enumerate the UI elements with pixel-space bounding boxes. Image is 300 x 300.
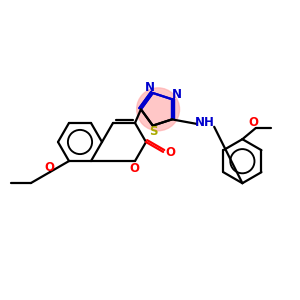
Text: S: S [149,125,158,138]
Text: O: O [129,162,139,175]
Text: O: O [249,116,259,129]
Text: NH: NH [195,116,215,129]
Text: N: N [145,82,155,94]
Text: N: N [172,88,182,101]
Text: O: O [165,146,175,159]
Ellipse shape [137,88,179,131]
Text: O: O [44,160,54,174]
